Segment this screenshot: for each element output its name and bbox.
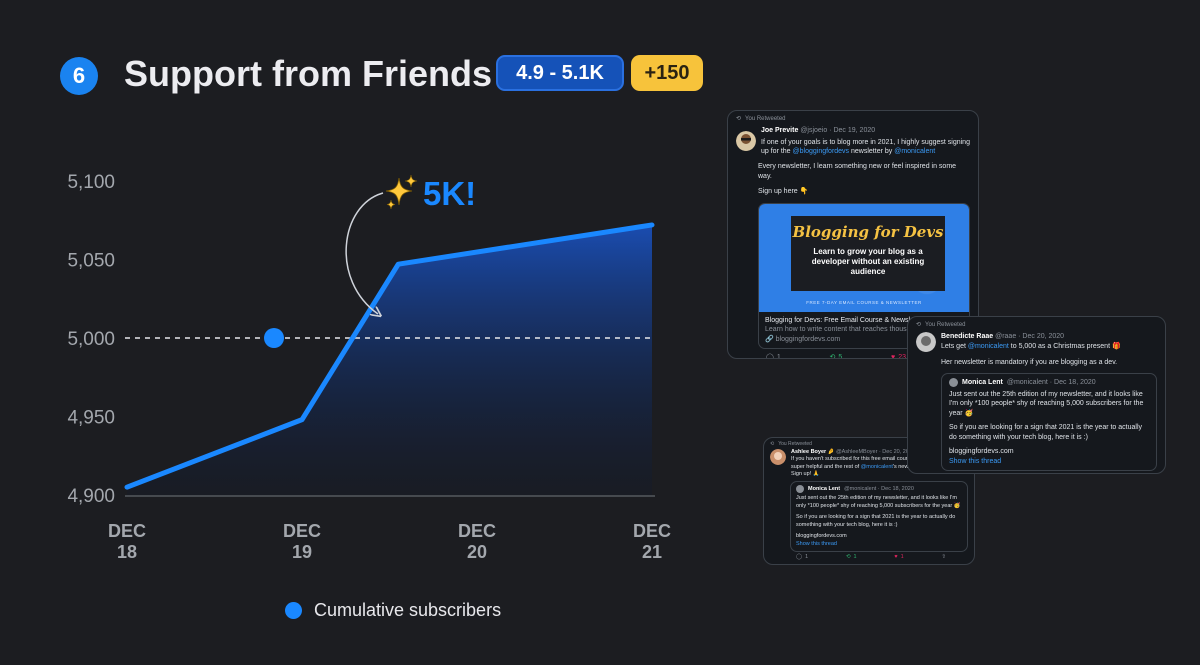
avatar[interactable] — [770, 448, 786, 465]
mention-link[interactable]: @monicalent — [967, 342, 1009, 350]
legend-swatch — [285, 601, 302, 619]
author-handle: @raae · Dec 20, 2020 — [995, 333, 1065, 341]
quoted-author-name: Monica Lent — [808, 485, 841, 492]
quoted-author-name: Monica Lent — [962, 378, 1003, 386]
annotation-label: 5K! — [423, 175, 476, 212]
quoted-link: bloggingfordevs.com — [796, 533, 847, 540]
retweet-indicator: ⟲ You Retweeted — [736, 116, 786, 122]
link-description: Learn how to write content that reaches … — [765, 326, 955, 334]
share-icon: ⇧ — [941, 553, 946, 560]
author-handle: @AshleeMBoyer · Dec 20, 2020 — [836, 448, 916, 455]
tweet-card-benedicte-raae[interactable]: ⟲ You Retweeted Benedicte Raae @raae · De… — [907, 316, 1166, 474]
retweet-icon: ⟲ — [736, 116, 742, 122]
sparkles-icon — [385, 174, 418, 210]
tweet-actions: ◯ 1 ⟲ 1 ♥ 1 ⇧ — [796, 554, 946, 561]
annotation-arrow — [345, 192, 384, 314]
like-button[interactable]: ♥ 23 — [891, 353, 906, 359]
quoted-author-handle: @monicalent · Dec 18, 2020 — [1006, 378, 1096, 386]
tweet-text: Lets get @monicalent to 5,000 as a Chris… — [941, 342, 1121, 350]
subscribers-chart: 4,900 4,950 5,000 5,050 5,100 DEC 18 DEC 19 DEC 2… — [67, 172, 671, 562]
quoted-tweet[interactable]: Monica Lent @monicalent · Dec 18, 2020 Ju… — [790, 481, 968, 552]
show-thread-link[interactable]: Show this thread — [796, 540, 837, 547]
like-button[interactable]: ♥ 1 — [894, 553, 904, 560]
tweet-text: If you haven't subscribed for this free … — [791, 456, 914, 463]
retweet-indicator: ⟲ You Retweeted — [770, 441, 812, 447]
quoted-text: Just sent out the 25th edition of my new… — [796, 495, 961, 509]
mention-link[interactable]: @monicalent — [894, 147, 936, 155]
retweet-icon: ⟲ — [770, 441, 775, 447]
retweet-button[interactable]: ⟲ 1 — [845, 553, 857, 560]
x-tick-label: DEC 18 — [108, 521, 146, 562]
y-tick-label: 5,050 — [67, 251, 115, 272]
avatar[interactable] — [916, 332, 936, 353]
preview-image-subtitle: Learn to grow your blog as a developer w… — [811, 246, 925, 276]
author-name[interactable]: Ashlee Boyer 🤌 — [791, 448, 835, 455]
y-tick-label: 5,100 — [67, 172, 115, 193]
avatar[interactable] — [736, 131, 756, 152]
author-name[interactable]: Benedicte Raae — [941, 333, 994, 341]
legend-label: Cumulative subscribers — [314, 599, 502, 620]
delta-badge: +150 — [631, 55, 703, 91]
quoted-text: Just sent out the 25th edition of my new… — [949, 390, 1144, 417]
reply-button[interactable]: ◯ 1 — [766, 353, 781, 359]
preview-image-footer: FREE 7-DAY EMAIL COURSE & NEWSLETTER — [806, 299, 922, 305]
avatar — [949, 377, 958, 387]
link-preview-image: Blogging for Devs Learn to grow your blo… — [759, 203, 969, 312]
retweet-icon: ⟲ — [829, 354, 836, 359]
quoted-link: bloggingfordevs.com — [949, 448, 1014, 456]
reply-icon: ◯ — [766, 354, 774, 359]
tweet-text: super helpful and the rest of @monicalen… — [791, 463, 923, 470]
quoted-tweet[interactable]: Monica Lent @monicalent · Dec 18, 2020 Ju… — [941, 372, 1157, 472]
tweet-paragraph: Sign up here 👇 — [758, 188, 809, 196]
page-title: Support from Friends — [124, 53, 492, 94]
x-tick-label: DEC 21 — [633, 521, 671, 562]
link-title: Blogging for Devs: Free Email Course & N… — [765, 316, 925, 324]
step-number-badge: 6 — [60, 57, 98, 95]
avatar — [796, 485, 804, 494]
area-fill — [127, 224, 652, 495]
tweet-paragraph: Her newsletter is mandatory if you are b… — [941, 359, 1118, 367]
author-handle: @jsjoeio · Dec 19, 2020 — [800, 127, 876, 135]
reply-icon: ◯ — [796, 553, 803, 560]
tweet-paragraph: Every newsletter, I learn something new … — [758, 163, 957, 180]
tweet-card-ashlee-boyer[interactable]: ⟲ You Retweeted Ashlee Boyer 🤌 @AshleeMBo… — [763, 437, 975, 565]
quoted-text: So if you are looking for a sign that 20… — [949, 424, 1143, 441]
quoted-text: So if you are looking for a sign that 20… — [796, 514, 956, 528]
quoted-author-handle: @monicalent · Dec 18, 2020 — [844, 485, 914, 492]
series-line-cumulative-subscribers — [124, 222, 655, 490]
highlight-point-5k — [264, 328, 284, 348]
retweet-button[interactable]: ⟲ 5 — [829, 353, 843, 359]
retweet-icon: ⟲ — [916, 322, 922, 328]
mention-link[interactable]: @bloggingfordevs — [792, 147, 850, 155]
preview-image-title: Blogging for Devs — [792, 222, 944, 241]
y-tick-label: 4,950 — [67, 408, 115, 429]
show-thread-link[interactable]: Show this thread — [949, 457, 1002, 465]
x-tick-label: DEC 20 — [458, 521, 496, 562]
tweet-text: If one of your goals is to blog more in … — [761, 138, 970, 155]
reply-button[interactable]: ◯ 1 — [796, 553, 809, 560]
tweet-text: Sign up! 🙏 — [791, 471, 820, 478]
chart-legend: Cumulative subscribers — [285, 598, 501, 622]
link-preview-card[interactable]: Blogging for Devs Learn to grow your blo… — [758, 202, 970, 350]
mention-link[interactable]: @monicalent — [860, 463, 893, 470]
x-tick-label: DEC 19 — [283, 521, 321, 562]
range-badge: 4.9 - 5.1K — [496, 55, 624, 91]
tweet-actions: ◯ 1 ⟲ 5 ♥ 23 — [766, 353, 906, 359]
link-url: 🔗 bloggingfordevs.com — [765, 335, 841, 343]
y-tick-label: 4,900 — [67, 486, 115, 507]
heart-icon: ♥ — [891, 354, 896, 359]
author-name[interactable]: Joe Previte — [761, 127, 799, 135]
tweet-card-joe-previte[interactable]: ⟲ You Retweeted Joe Previte @jsjoeio · De… — [727, 110, 979, 359]
retweet-indicator: ⟲ You Retweeted — [916, 322, 966, 328]
retweet-icon: ⟲ — [845, 553, 851, 560]
share-button[interactable]: ⇧ — [941, 554, 946, 561]
y-tick-label: 5,000 — [67, 329, 115, 350]
heart-icon: ♥ — [894, 553, 898, 560]
